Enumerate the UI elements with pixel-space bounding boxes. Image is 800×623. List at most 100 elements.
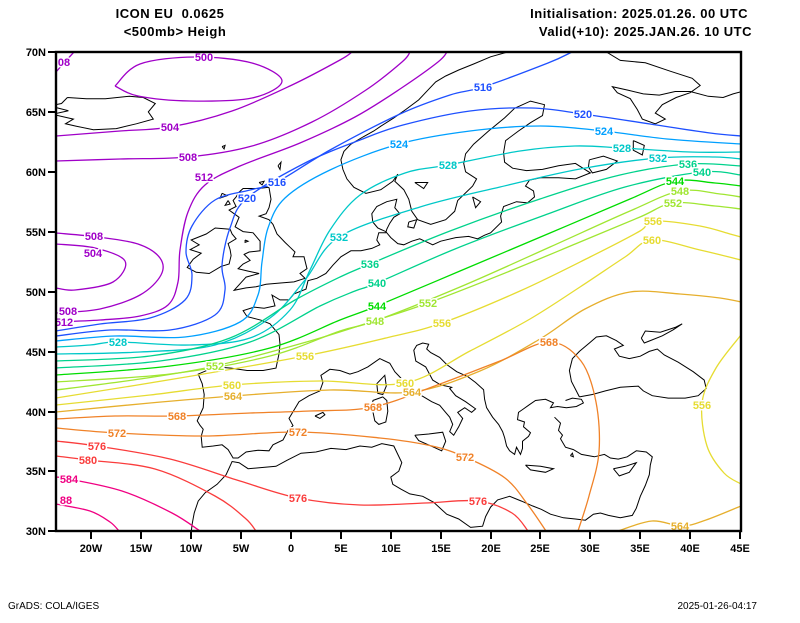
contour-label-516: 516 [474, 82, 492, 94]
contour-line-520 [56, 107, 741, 337]
contour-label-556: 556 [644, 216, 662, 228]
contour-line-504 [56, 52, 353, 137]
coastline-rhodes [570, 452, 575, 458]
contour-line-504 [56, 243, 127, 291]
contour-label-520: 520 [574, 109, 592, 121]
lat-tick-label: 60N [26, 167, 46, 179]
contour-label-572: 572 [456, 452, 474, 464]
lon-tick-label: 10W [180, 543, 203, 555]
contour-line-564 [617, 505, 741, 531]
creation-timestamp: 2025-01-26-04:17 [677, 601, 757, 612]
contour-label-532: 532 [330, 232, 348, 244]
contour-label-568: 568 [540, 337, 558, 349]
contour-label-576: 576 [289, 493, 307, 505]
coastline-black-sea [568, 335, 707, 399]
coastline-crete [525, 464, 556, 473]
contour-line-572 [56, 427, 547, 531]
lat-tick-label: 45N [26, 347, 46, 359]
coastline-europe-mainland [196, 52, 592, 459]
contour-label-500: 500 [195, 52, 213, 64]
contour-label-528: 528 [439, 160, 457, 172]
lat-tick-label: 65N [26, 107, 46, 119]
contour-line-588 [56, 503, 120, 531]
coastline-hebrides-skye [224, 200, 231, 207]
field-title: <500mb> Heigh [123, 24, 227, 39]
contour-label-568: 568 [168, 411, 186, 423]
coastline-iceland [56, 95, 157, 131]
contour-label-536: 536 [361, 259, 379, 271]
contour-label-532: 532 [649, 153, 667, 165]
coastline-layer [56, 52, 741, 531]
lat-tick-label: 55N [26, 227, 46, 239]
coastline-orkney [258, 180, 266, 186]
contour-label-580: 580 [79, 455, 97, 467]
contour-label-548: 548 [671, 186, 689, 198]
contour-line-508 [56, 52, 411, 162]
lat-tick-label: 70N [26, 47, 46, 59]
lon-tick-label: 0 [288, 543, 294, 555]
contour-label-528: 528 [109, 337, 127, 349]
coastline-shetland [277, 160, 282, 171]
contour-line-528 [56, 145, 741, 348]
contour-label-560: 560 [396, 378, 414, 390]
lat-tick-label: 50N [26, 287, 46, 299]
valid-time-label: Valid(+10): 2025.JAN.26. 10 UTC [538, 24, 752, 39]
contour-label-564: 564 [224, 391, 243, 403]
contour-line-580 [56, 455, 257, 531]
coastline-lake-onega [632, 140, 645, 156]
contour-line-524 [56, 125, 741, 342]
contour-line-540 [56, 170, 741, 369]
coastline-ireland [186, 227, 237, 275]
contour-line-548 [56, 189, 741, 383]
contour-label-508: 08 [58, 57, 70, 69]
coastline-great-britain [228, 186, 308, 292]
contour-line-556 [56, 220, 741, 399]
contour-label-552: 552 [206, 361, 224, 373]
contour-label-552: 552 [419, 298, 437, 310]
coastline-white-sea-russia [606, 52, 741, 125]
contour-line-552 [56, 201, 741, 391]
contour-line-576 [56, 440, 529, 531]
coastline-gotland [472, 196, 482, 209]
contour-line-564 [56, 290, 741, 413]
contour-line-560 [56, 239, 741, 406]
coastline-faroe [221, 144, 226, 151]
contour-label-536: 536 [679, 159, 697, 171]
contour-label-540: 540 [368, 278, 386, 290]
contour-label-560: 560 [643, 235, 661, 247]
contour-line-568 [56, 341, 601, 531]
coastline-lake-vanern [414, 182, 429, 190]
contour-line-556 [700, 334, 741, 485]
lat-tick-label: 40N [26, 407, 46, 419]
contour-label-508: 508 [179, 152, 197, 164]
init-time-label: Initialisation: 2025.01.26. 00 UTC [530, 6, 748, 21]
contour-label-524: 524 [390, 139, 409, 151]
contour-line-532 [56, 156, 741, 355]
contour-label-528: 528 [613, 143, 631, 155]
contour-label-512: 512 [55, 317, 73, 329]
lat-tick-label: 35N [26, 466, 46, 478]
contour-label-572: 572 [108, 428, 126, 440]
contour-label-544: 544 [368, 301, 387, 313]
contour-label-556: 556 [433, 318, 451, 330]
lon-tick-label: 45E [730, 543, 750, 555]
contour-label-504: 504 [161, 122, 180, 134]
lon-tick-label: 35E [630, 543, 650, 555]
coastline-sea-of-azov [640, 323, 683, 344]
model-title: ICON EU 0.0625 [115, 6, 225, 21]
coastline-sardinia [372, 396, 389, 425]
contour-line-516 [56, 52, 573, 332]
contour-label-516: 516 [268, 177, 286, 189]
contour-label-556: 556 [693, 400, 711, 412]
contour-line-544 [56, 179, 741, 376]
contour-line-508 [56, 52, 75, 73]
contour-label-504: 504 [84, 248, 103, 260]
contour-label-508: 508 [59, 306, 77, 318]
contour-label-512: 512 [195, 172, 213, 184]
lon-tick-label: 40E [680, 543, 700, 555]
contour-line-508 [56, 232, 164, 314]
lon-tick-label: 10E [381, 543, 401, 555]
contour-label-508: 508 [85, 231, 103, 243]
